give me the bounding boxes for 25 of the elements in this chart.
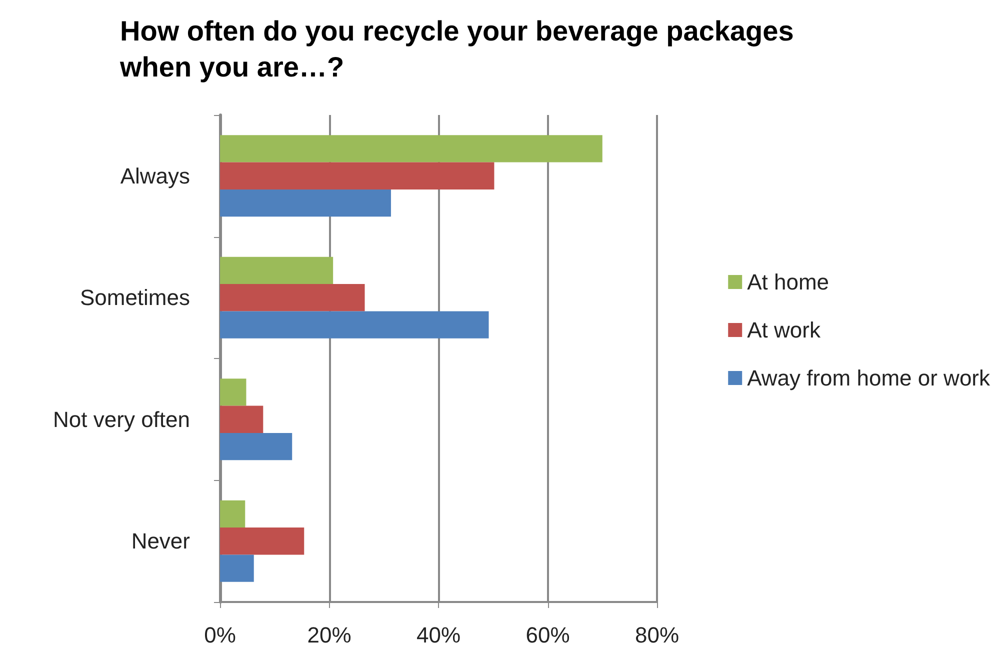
legend-label: At work (747, 318, 822, 342)
bar (220, 554, 254, 582)
y-tick-label: Not very often (53, 406, 190, 432)
bar (220, 135, 602, 162)
chart-title: How often do you recycle your beverage packages when you are…? (119, 16, 802, 82)
legend-label: Away from home or work (747, 366, 991, 390)
bar (220, 311, 489, 338)
bar (220, 378, 246, 406)
bar (220, 406, 264, 433)
x-tick-label: 60% (526, 622, 570, 648)
bar (220, 189, 391, 217)
bar (220, 284, 365, 312)
x-tick-label: 0% (204, 622, 236, 648)
bar (220, 162, 494, 190)
bar (220, 256, 334, 284)
y-tick-label: Sometimes (80, 285, 190, 310)
bar (220, 528, 304, 555)
bar (220, 500, 246, 528)
x-tick-label: 20% (307, 622, 352, 648)
y-tick-label: Always (120, 163, 190, 188)
y-tick-label: Never (131, 528, 190, 554)
x-tick-label: 40% (416, 622, 461, 648)
x-tick-label: 80% (634, 622, 680, 648)
legend-label: At home (747, 270, 830, 294)
bar (220, 432, 292, 460)
